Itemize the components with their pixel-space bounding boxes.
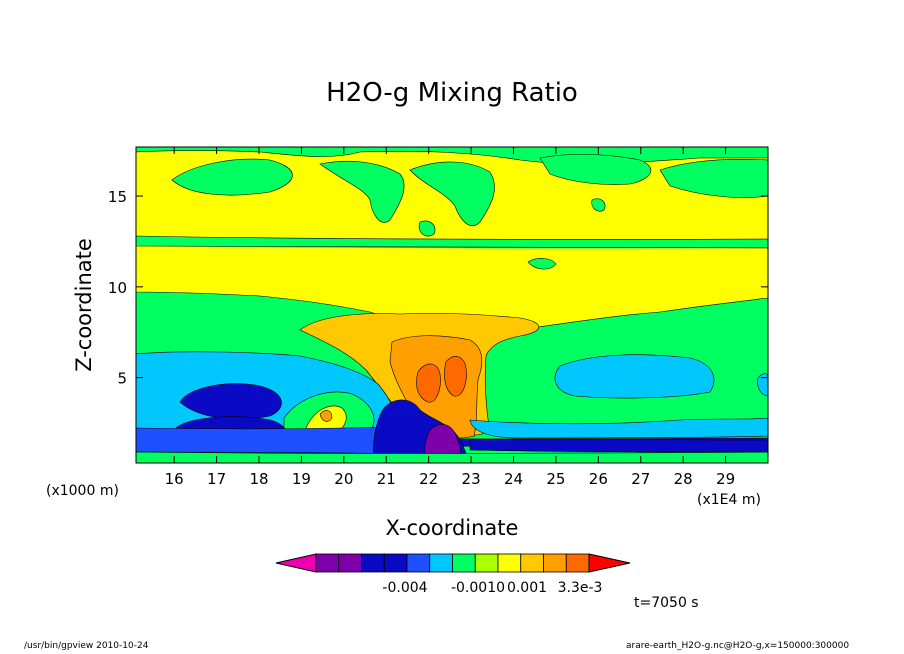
upper-green-patch-7: [527, 258, 557, 270]
upper-green-patch-6: [418, 220, 436, 237]
x-tick-label: 29: [716, 470, 735, 488]
colorbar-segment: [543, 553, 567, 573]
colorbar: -0.004 -0.0010 0.001 3.3e-3: [275, 553, 631, 596]
upper-green-patch-2: [319, 160, 405, 223]
x-tick-label: 28: [674, 470, 693, 488]
y-tick-label: 15: [108, 188, 127, 206]
x-axis-label: X-coordinate: [385, 516, 519, 540]
x-tick-label: 20: [334, 470, 353, 488]
footer-right: arare-earth_H2O-g.nc@H2O-g,x=150000:3000…: [626, 641, 850, 651]
colorbar-tick-label: -0.0010: [451, 580, 505, 596]
colorbar-segment: [452, 553, 476, 573]
colorbar-segment: [315, 553, 340, 573]
x-tick-label: 21: [377, 470, 396, 488]
right-cyan-small: [757, 373, 768, 397]
x-tick-label: 26: [589, 470, 608, 488]
colorbar-segment: [361, 553, 385, 573]
right-lower-cyan: [469, 417, 768, 439]
x-scale-label: (x1E4 m): [697, 492, 761, 508]
colorbar-segment: [429, 553, 453, 573]
x-axis-ticks: 16 17 18 19 20 21 22 23 24 25 26 27 28 29: [165, 147, 735, 488]
colorbar-tick-label: -0.004: [382, 580, 427, 596]
colorbar-segment: [565, 553, 590, 573]
colorbar-segment: [520, 553, 544, 573]
colorbar-low-arrow: [275, 553, 317, 573]
y-scale-label: (x1000 m): [46, 483, 119, 499]
y-tick-label: 10: [108, 279, 127, 297]
bottom-green-strip: [136, 451, 768, 463]
upper-green-patch-5: [659, 159, 768, 198]
x-tick-label: 19: [292, 470, 311, 488]
upper-green-patch-4: [539, 154, 652, 185]
left-orange-dot: [319, 410, 333, 422]
y-tick-label: 5: [117, 370, 127, 388]
colorbar-tick-label: 3.3e-3: [558, 580, 603, 596]
colorbar-tick-label: 0.001: [507, 580, 547, 596]
upper-green-patch-1: [171, 158, 293, 196]
x-tick-label: 27: [631, 470, 650, 488]
contour-field: [136, 147, 768, 463]
right-bottom-blue: [469, 438, 768, 453]
core-dark-orange-2: [444, 356, 467, 397]
upper-green-patch-3: [409, 161, 495, 226]
mid-green-band: [136, 235, 768, 249]
right-cyan-blob: [554, 354, 715, 399]
colorbar-segment: [497, 553, 522, 573]
chart-title: H2O-g Mixing Ratio: [326, 78, 578, 108]
colorbar-high-arrow: [588, 553, 631, 573]
plot-frame: [135, 146, 769, 464]
colorbar-segment: [383, 553, 408, 573]
colorbar-segment: [406, 553, 431, 573]
x-tick-label: 24: [504, 470, 523, 488]
x-tick-label: 25: [546, 470, 565, 488]
y-axis-ticks: 5 10 15: [108, 188, 768, 388]
upper-green-patch-8: [591, 198, 606, 212]
x-tick-label: 17: [207, 470, 226, 488]
x-tick-label: 22: [419, 470, 438, 488]
x-tick-label: 18: [249, 470, 268, 488]
x-tick-label: 23: [462, 470, 481, 488]
x-tick-label: 16: [165, 470, 184, 488]
colorbar-segment: [338, 553, 362, 573]
time-label: t=7050 s: [634, 595, 699, 611]
core-dark-orange-1: [416, 363, 441, 403]
colorbar-segment: [474, 553, 499, 573]
footer-left: /usr/bin/gpview 2010-10-24: [24, 641, 149, 651]
y-axis-label: Z-coordinate: [72, 238, 96, 372]
